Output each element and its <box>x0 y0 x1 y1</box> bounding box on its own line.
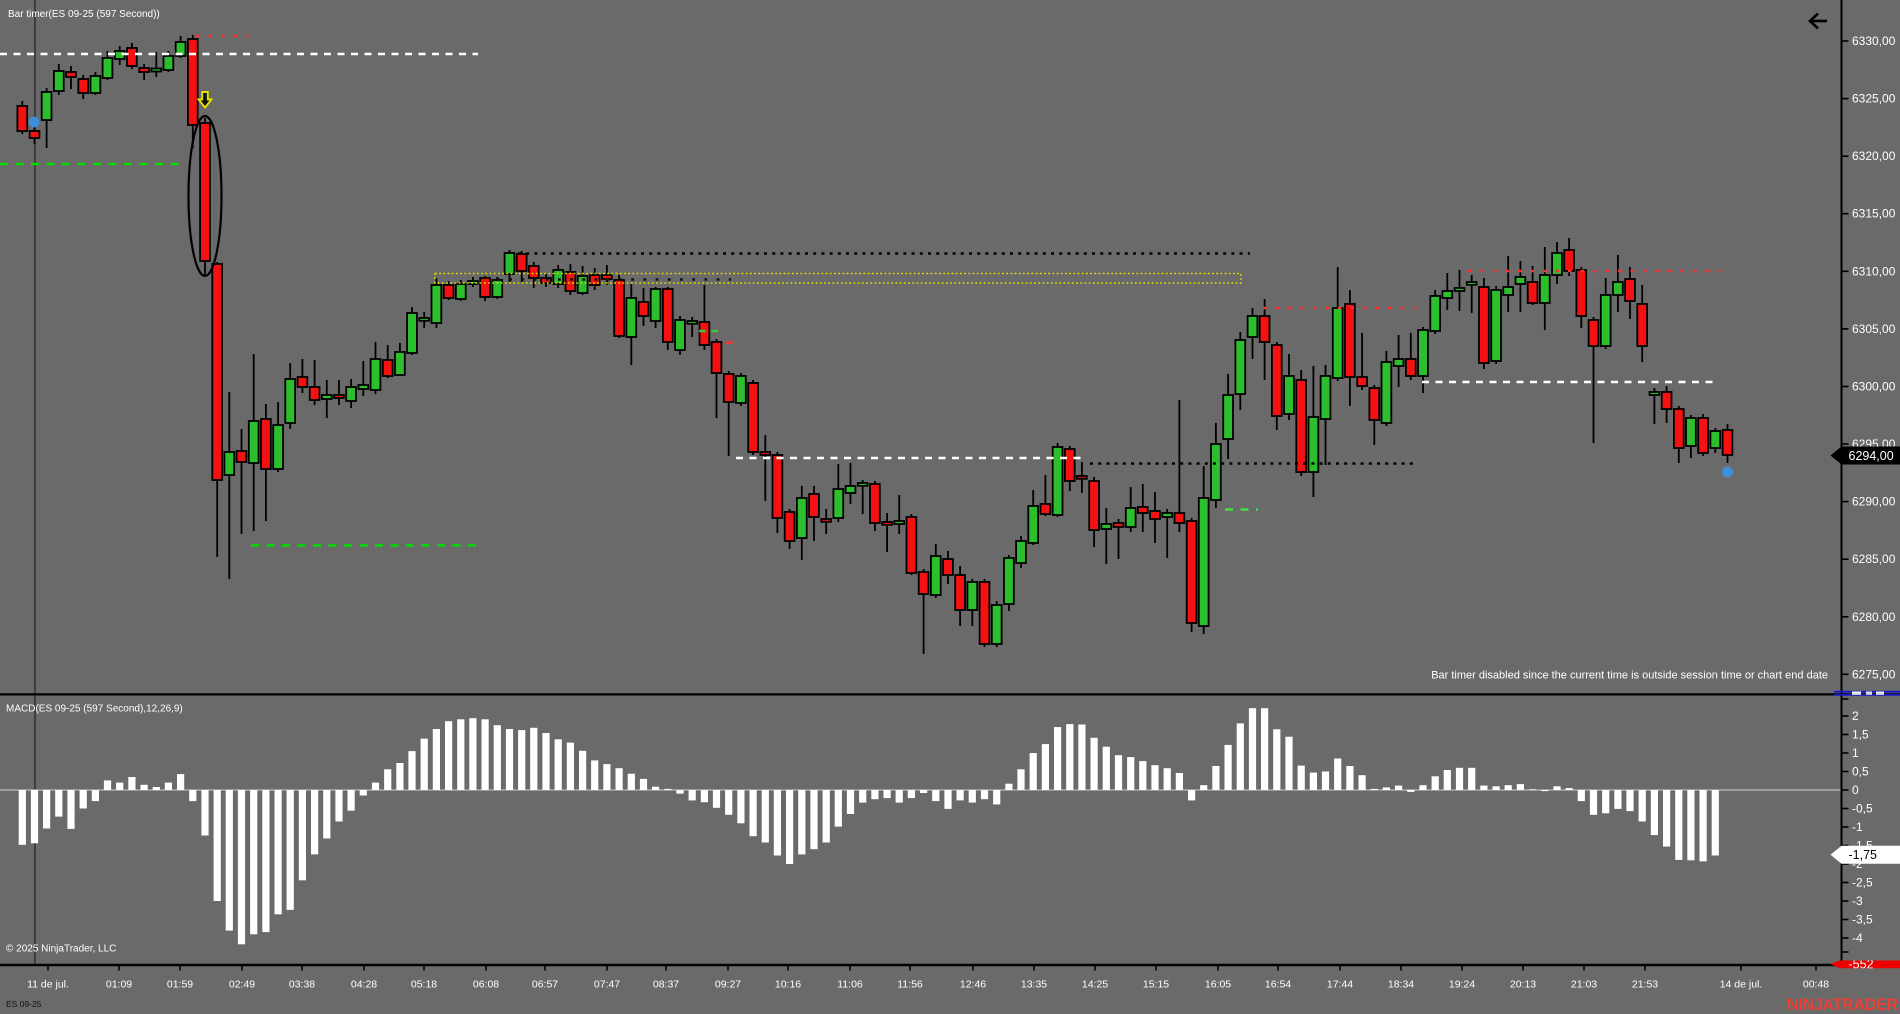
svg-text:14:25: 14:25 <box>1082 979 1108 991</box>
svg-text:01:09: 01:09 <box>106 979 132 991</box>
svg-text:0,5: 0,5 <box>1852 765 1869 779</box>
svg-text:07:47: 07:47 <box>594 979 620 991</box>
svg-text:2: 2 <box>1852 709 1859 723</box>
svg-text:01:59: 01:59 <box>167 979 193 991</box>
svg-text:-3,5: -3,5 <box>1852 913 1873 927</box>
svg-text:11 de jul.: 11 de jul. <box>27 979 69 991</box>
svg-text:09:27: 09:27 <box>715 979 741 991</box>
svg-text:16:54: 16:54 <box>1265 979 1291 991</box>
svg-text:MACD(ES 09-25 (597 Second),12,: MACD(ES 09-25 (597 Second),12,26,9) <box>6 704 183 715</box>
svg-text:06:08: 06:08 <box>473 979 499 991</box>
svg-text:-4: -4 <box>1852 931 1863 945</box>
svg-text:08:37: 08:37 <box>653 979 679 991</box>
svg-text:-2,5: -2,5 <box>1852 876 1873 890</box>
svg-text:04:28: 04:28 <box>351 979 377 991</box>
svg-text:13:35: 13:35 <box>1021 979 1047 991</box>
svg-text:16:05: 16:05 <box>1205 979 1231 991</box>
svg-text:02:49: 02:49 <box>229 979 255 991</box>
svg-text:1: 1 <box>1852 746 1859 760</box>
svg-text:6315,00: 6315,00 <box>1852 207 1896 221</box>
svg-text:NINJATRADER: NINJATRADER <box>1787 995 1898 1014</box>
svg-text:15:15: 15:15 <box>1143 979 1169 991</box>
svg-text:6305,00: 6305,00 <box>1852 322 1896 336</box>
svg-text:6290,00: 6290,00 <box>1852 495 1896 509</box>
svg-text:14 de jul.: 14 de jul. <box>1720 979 1763 991</box>
svg-text:19:24: 19:24 <box>1449 979 1475 991</box>
svg-text:6310,00: 6310,00 <box>1852 264 1896 278</box>
svg-text:6325,00: 6325,00 <box>1852 92 1896 106</box>
svg-text:21:53: 21:53 <box>1632 979 1658 991</box>
svg-text:Bar timer disabled since the c: Bar timer disabled since the current tim… <box>1431 670 1828 682</box>
svg-text:1,5: 1,5 <box>1852 728 1869 742</box>
svg-text:6320,00: 6320,00 <box>1852 149 1896 163</box>
svg-text:11:06: 11:06 <box>837 979 863 991</box>
svg-text:20:13: 20:13 <box>1510 979 1536 991</box>
svg-text:18:34: 18:34 <box>1388 979 1414 991</box>
svg-text:-1: -1 <box>1852 820 1863 834</box>
svg-text:6275,00: 6275,00 <box>1852 667 1896 681</box>
svg-text:6300,00: 6300,00 <box>1852 380 1896 394</box>
svg-text:03:38: 03:38 <box>289 979 315 991</box>
svg-text:05:18: 05:18 <box>411 979 437 991</box>
svg-text:06:57: 06:57 <box>532 979 558 991</box>
svg-text:17:44: 17:44 <box>1327 979 1353 991</box>
svg-text:Bar timer(ES 09-25 (597 Second: Bar timer(ES 09-25 (597 Second)) <box>8 9 160 20</box>
svg-text:12:46: 12:46 <box>960 979 986 991</box>
svg-text:11:56: 11:56 <box>897 979 923 991</box>
svg-text:0: 0 <box>1852 783 1859 797</box>
svg-text:-1,75: -1,75 <box>1849 848 1878 862</box>
svg-text:6285,00: 6285,00 <box>1852 552 1896 566</box>
svg-text:-552: -552 <box>1849 958 1874 972</box>
svg-text:ES 09-25: ES 09-25 <box>6 999 42 1009</box>
svg-text:21:03: 21:03 <box>1571 979 1597 991</box>
svg-text:10:16: 10:16 <box>775 979 801 991</box>
svg-text:-0,5: -0,5 <box>1852 802 1873 816</box>
svg-text:00:48: 00:48 <box>1803 979 1829 991</box>
svg-text:6280,00: 6280,00 <box>1852 610 1896 624</box>
svg-text:© 2025 NinjaTrader, LLC: © 2025 NinjaTrader, LLC <box>6 944 116 955</box>
svg-text:-2: -2 <box>1852 857 1863 871</box>
svg-text:6294,00: 6294,00 <box>1849 449 1894 463</box>
svg-text:6330,00: 6330,00 <box>1852 34 1896 48</box>
svg-text:-3: -3 <box>1852 894 1863 908</box>
